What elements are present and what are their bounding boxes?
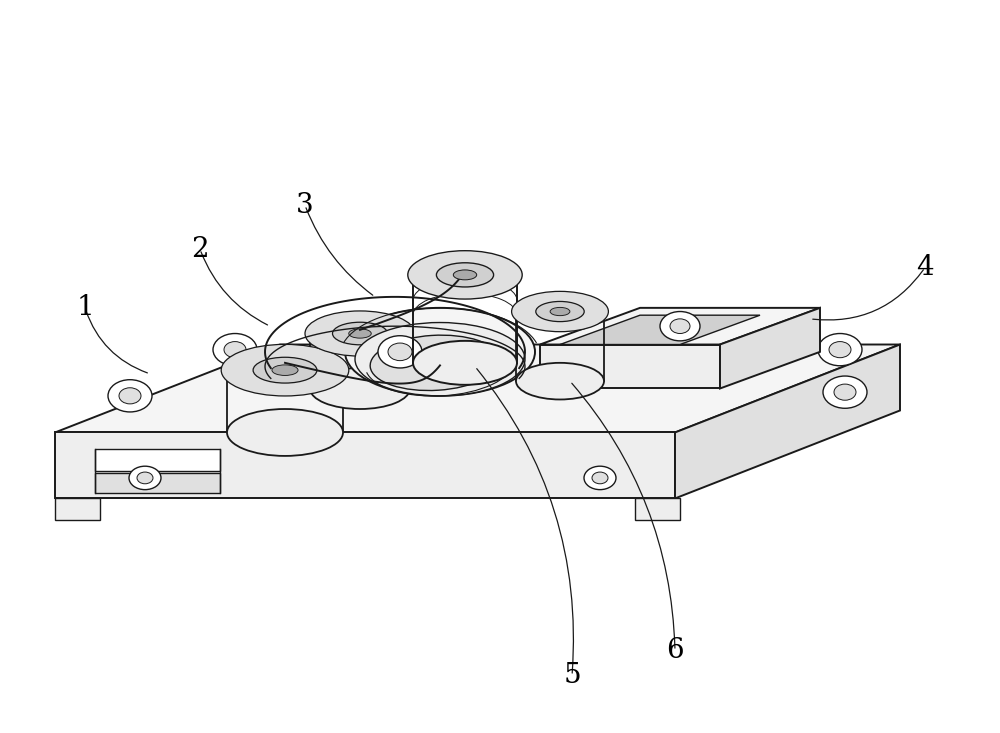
Circle shape: [829, 342, 851, 358]
Polygon shape: [95, 473, 220, 493]
Ellipse shape: [516, 293, 604, 330]
Ellipse shape: [516, 363, 604, 399]
Ellipse shape: [332, 323, 388, 345]
Ellipse shape: [370, 335, 500, 391]
Polygon shape: [55, 498, 100, 520]
Ellipse shape: [345, 308, 535, 396]
Circle shape: [818, 334, 862, 366]
Text: 5: 5: [563, 663, 581, 689]
Text: 4: 4: [916, 254, 934, 281]
Polygon shape: [675, 345, 900, 498]
Ellipse shape: [305, 311, 415, 356]
Circle shape: [592, 472, 608, 484]
Circle shape: [137, 472, 153, 484]
Ellipse shape: [408, 251, 522, 299]
Circle shape: [452, 346, 488, 372]
Polygon shape: [720, 308, 820, 388]
Ellipse shape: [310, 313, 410, 354]
Text: 1: 1: [76, 295, 94, 321]
Circle shape: [378, 336, 422, 368]
Circle shape: [834, 384, 856, 400]
Circle shape: [119, 388, 141, 404]
Ellipse shape: [550, 307, 570, 316]
Ellipse shape: [272, 365, 298, 375]
Circle shape: [213, 334, 257, 366]
Ellipse shape: [413, 253, 517, 297]
Circle shape: [129, 466, 161, 490]
Circle shape: [670, 319, 690, 334]
Circle shape: [823, 376, 867, 408]
Ellipse shape: [227, 409, 343, 456]
Ellipse shape: [227, 347, 343, 394]
Circle shape: [108, 380, 152, 412]
Polygon shape: [540, 345, 720, 388]
Ellipse shape: [349, 329, 371, 338]
Ellipse shape: [221, 345, 349, 396]
Ellipse shape: [436, 263, 494, 287]
Circle shape: [224, 342, 246, 358]
Polygon shape: [95, 449, 220, 471]
Ellipse shape: [413, 341, 517, 385]
Circle shape: [660, 312, 700, 341]
Polygon shape: [55, 432, 675, 498]
Ellipse shape: [310, 368, 410, 409]
Polygon shape: [55, 345, 900, 432]
Ellipse shape: [512, 291, 608, 332]
Text: 2: 2: [191, 236, 209, 262]
Ellipse shape: [536, 301, 584, 322]
Ellipse shape: [355, 323, 525, 396]
Text: 3: 3: [296, 192, 314, 218]
Polygon shape: [635, 498, 680, 520]
Circle shape: [584, 466, 616, 490]
Ellipse shape: [453, 270, 477, 280]
Circle shape: [388, 343, 412, 361]
Polygon shape: [540, 308, 820, 345]
Circle shape: [460, 352, 480, 366]
Polygon shape: [560, 315, 760, 345]
Ellipse shape: [253, 357, 317, 383]
Text: 6: 6: [666, 638, 684, 664]
